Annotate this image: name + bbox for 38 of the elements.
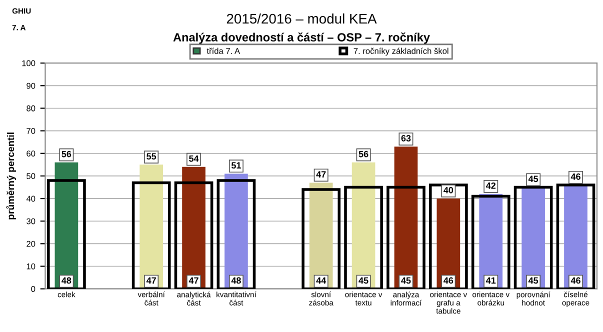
data-label: 40 bbox=[444, 186, 454, 194]
data-label: 47 bbox=[188, 277, 198, 284]
y-tick-label: 80 bbox=[26, 105, 36, 112]
data-label: 47 bbox=[316, 171, 326, 178]
data-label: 48 bbox=[62, 277, 72, 284]
data-label: 54 bbox=[189, 155, 199, 162]
data-label: 45 bbox=[358, 277, 368, 284]
data-label: 48 bbox=[231, 277, 241, 284]
data-label: 55 bbox=[146, 153, 156, 160]
y-tick-label: 10 bbox=[26, 263, 36, 270]
chart-title: 2015/2016 – modul KEA bbox=[226, 13, 377, 24]
chart-subtitle: Analýza dovedností a částí – OSP – 7. ročníky bbox=[173, 32, 430, 44]
legend-label: třída 7. A bbox=[206, 48, 240, 54]
y-tick-label: 20 bbox=[26, 240, 36, 247]
data-label: 45 bbox=[528, 277, 538, 284]
data-label: 45 bbox=[528, 176, 538, 182]
data-label: 46 bbox=[444, 277, 454, 284]
data-label: 46 bbox=[570, 173, 580, 180]
data-label: 45 bbox=[401, 277, 411, 284]
y-tick-label: 50 bbox=[26, 173, 36, 180]
data-label: 51 bbox=[231, 162, 241, 169]
y-tick-label: 30 bbox=[26, 218, 36, 224]
data-label: 47 bbox=[146, 277, 156, 284]
data-label: 44 bbox=[316, 277, 326, 284]
y-tick-label: 70 bbox=[26, 128, 36, 134]
data-label: 56 bbox=[358, 150, 368, 158]
data-label: 41 bbox=[486, 277, 496, 284]
y-tick-label: 60 bbox=[26, 150, 36, 156]
y-axis-title: průměrný percentil bbox=[6, 132, 16, 220]
y-tick-label: 40 bbox=[26, 196, 36, 202]
data-label: 42 bbox=[486, 182, 496, 189]
legend-label: 7. ročníky základních škol bbox=[354, 48, 448, 56]
data-label: 63 bbox=[401, 135, 411, 142]
y-tick-label: 90 bbox=[26, 82, 36, 89]
data-label: 46 bbox=[570, 277, 580, 284]
y-tick-label: 100 bbox=[22, 60, 36, 66]
data-label: 56 bbox=[62, 150, 72, 158]
y-tick-label: 0 bbox=[31, 286, 36, 292]
